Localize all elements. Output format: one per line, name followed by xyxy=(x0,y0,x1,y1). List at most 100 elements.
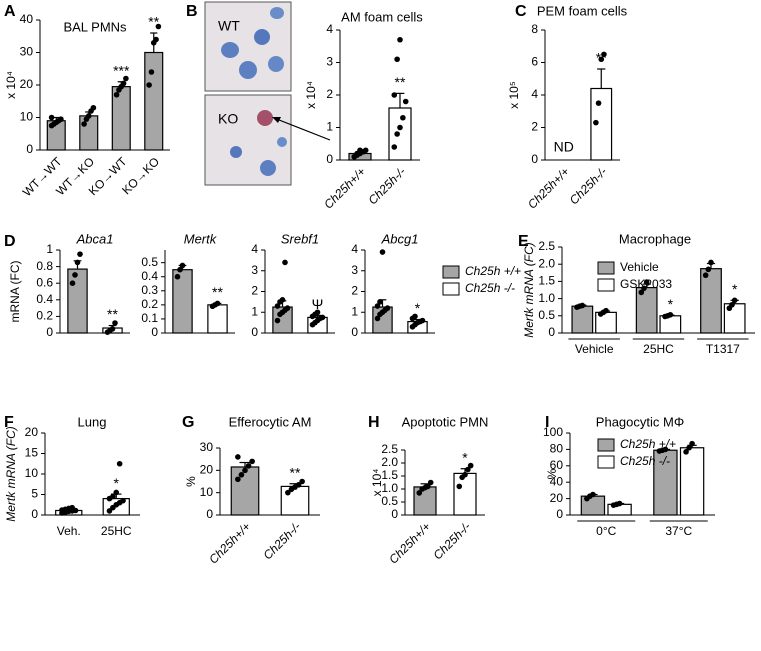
data-point xyxy=(397,124,403,131)
x-tick-label: Ch25h+/+ xyxy=(206,519,253,566)
chart-title: Macrophage xyxy=(619,231,691,246)
y-tick-label: 10 xyxy=(200,485,214,499)
data-point xyxy=(235,454,241,460)
data-point xyxy=(245,463,252,469)
data-point xyxy=(598,56,605,63)
y-tick-label: 2.0 xyxy=(381,455,398,469)
data-point xyxy=(72,272,78,278)
y-tick-label: 10 xyxy=(20,110,34,124)
data-point xyxy=(299,478,305,485)
significance-label: ** xyxy=(148,14,159,30)
y-tick-label: 0.8 xyxy=(36,259,53,273)
x-tick-label: Ch25h+/+ xyxy=(525,164,572,211)
data-point xyxy=(48,114,55,121)
data-point xyxy=(467,462,474,469)
data-point xyxy=(465,466,471,473)
data-point xyxy=(282,259,288,266)
legend-swatch xyxy=(597,261,615,275)
cell xyxy=(230,146,242,158)
data-point xyxy=(593,119,599,126)
significance-label: * xyxy=(462,449,468,465)
data-point xyxy=(146,82,152,88)
y-tick-label: 40 xyxy=(20,12,34,26)
chart-title: Lung xyxy=(78,414,107,429)
legend-swatch xyxy=(597,278,615,292)
data-point xyxy=(85,113,92,119)
data-point xyxy=(123,75,129,82)
x-tick-label: Vehicle xyxy=(575,342,614,356)
y-tick-label: 0 xyxy=(26,142,33,156)
data-point xyxy=(74,259,81,266)
y-tick-label: 2.5 xyxy=(381,442,398,456)
legend-label: Vehicle xyxy=(620,260,659,274)
data-point xyxy=(412,313,418,320)
y-axis-label: x 10⁴ xyxy=(370,469,384,497)
data-point xyxy=(242,467,248,474)
data-point xyxy=(120,497,126,504)
chart-title: Efferocytic AM xyxy=(229,414,312,429)
y-tick-label: 6 xyxy=(531,55,538,69)
data-point xyxy=(362,147,369,154)
panel-letter: H xyxy=(368,414,380,431)
y-tick-label: 0 xyxy=(548,325,555,339)
bar xyxy=(67,268,88,334)
y-axis-label: Mertk mRNA (FC) xyxy=(4,426,18,522)
legend-label: Ch25h -/- xyxy=(465,281,515,295)
y-tick-label: 0.3 xyxy=(141,283,158,297)
y-tick-label: 0 xyxy=(556,507,563,521)
x-tick-label: T1317 xyxy=(706,342,740,356)
y-tick-label: 4 xyxy=(251,242,258,256)
y-tick-label: 1 xyxy=(351,304,358,318)
data-point xyxy=(90,104,97,111)
significance-label: ** xyxy=(107,306,118,322)
legend-label: Ch25h +/+ xyxy=(620,437,676,451)
data-point xyxy=(69,504,75,511)
data-point xyxy=(120,80,127,87)
data-point xyxy=(374,315,381,322)
y-tick-label: 3 xyxy=(351,263,358,277)
legend-swatch xyxy=(597,438,615,452)
y-axis-label: x 10⁵ xyxy=(507,81,521,109)
data-point xyxy=(425,483,431,490)
data-point xyxy=(374,303,381,309)
y-tick-label: 4 xyxy=(326,22,333,36)
bar xyxy=(207,304,228,334)
bar xyxy=(230,466,260,516)
cell xyxy=(260,160,276,176)
x-tick-label: Ch25h+/+ xyxy=(321,164,368,211)
y-tick-label: 2 xyxy=(351,284,358,298)
data-point xyxy=(638,289,645,296)
legend-label: GSK2033 xyxy=(620,277,672,291)
micrograph-panel: WT KO xyxy=(204,1,331,186)
y-tick-label: 60 xyxy=(550,458,564,472)
data-point xyxy=(179,262,186,269)
y-tick-label: 1.0 xyxy=(381,481,398,495)
y-tick-label: 5 xyxy=(31,487,38,501)
data-point xyxy=(274,303,281,309)
y-tick-label: 15 xyxy=(25,446,39,460)
significance-label: * xyxy=(732,281,738,297)
y-tick-label: 3 xyxy=(251,263,258,277)
data-point xyxy=(384,305,391,311)
data-point xyxy=(379,249,386,255)
data-point xyxy=(590,491,596,498)
data-point xyxy=(174,273,181,280)
y-tick-label: 0 xyxy=(46,325,53,339)
bar xyxy=(79,115,99,151)
panel-letter: F xyxy=(4,414,14,431)
legend-label: Ch25h -/- xyxy=(620,454,670,468)
data-point xyxy=(319,314,326,321)
panel-letter: A xyxy=(4,3,16,20)
data-point xyxy=(148,69,155,75)
panel-letter: D xyxy=(4,233,16,250)
y-tick-label: 1 xyxy=(46,242,53,256)
y-tick-label: 0 xyxy=(531,152,538,166)
y-tick-label: 3 xyxy=(326,55,333,69)
data-point xyxy=(69,280,76,287)
significance-label: ** xyxy=(596,50,607,66)
data-point xyxy=(284,305,291,311)
y-tick-label: 1.5 xyxy=(381,468,398,482)
data-point xyxy=(109,326,116,332)
data-point xyxy=(391,144,398,150)
data-point xyxy=(394,131,400,137)
